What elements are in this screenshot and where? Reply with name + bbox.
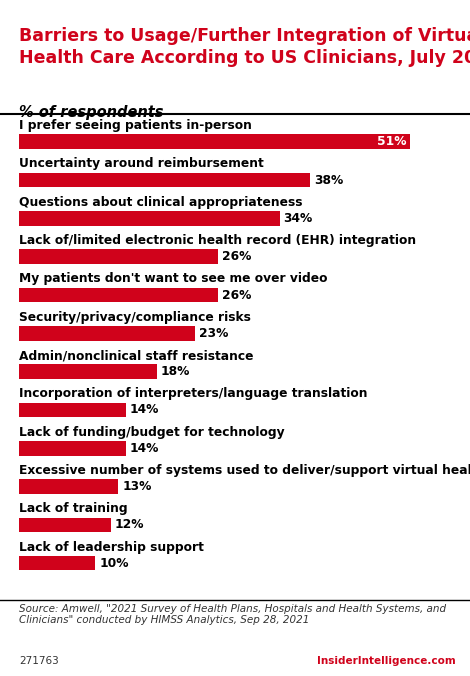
- Text: I prefer seeing patients in-person: I prefer seeing patients in-person: [19, 119, 251, 132]
- Bar: [19, 326, 195, 341]
- Bar: [19, 249, 218, 264]
- Bar: [19, 403, 126, 417]
- Bar: [19, 135, 410, 149]
- Text: 26%: 26%: [222, 250, 251, 263]
- Text: 13%: 13%: [122, 480, 152, 493]
- Text: 18%: 18%: [161, 365, 190, 378]
- Text: Source: Amwell, "2021 Survey of Health Plans, Hospitals and Health Systems, and
: Source: Amwell, "2021 Survey of Health P…: [19, 604, 446, 625]
- Text: Uncertainty around reimbursement: Uncertainty around reimbursement: [19, 158, 264, 170]
- Bar: [19, 556, 95, 571]
- Bar: [19, 518, 111, 532]
- Bar: [19, 479, 118, 494]
- Text: Admin/nonclinical staff resistance: Admin/nonclinical staff resistance: [19, 349, 253, 362]
- Bar: [19, 173, 310, 187]
- Text: 10%: 10%: [99, 557, 129, 570]
- Text: 14%: 14%: [130, 404, 159, 416]
- Text: Barriers to Usage/Further Integration of Virtual
Health Care According to US Cli: Barriers to Usage/Further Integration of…: [19, 27, 470, 67]
- Text: Security/privacy/compliance risks: Security/privacy/compliance risks: [19, 311, 251, 324]
- Bar: [19, 441, 126, 456]
- Text: My patients don't want to see me over video: My patients don't want to see me over vi…: [19, 272, 327, 285]
- Text: 26%: 26%: [222, 289, 251, 301]
- Text: % of respondents: % of respondents: [19, 105, 163, 120]
- Text: Lack of/limited electronic health record (EHR) integration: Lack of/limited electronic health record…: [19, 234, 416, 247]
- Text: 23%: 23%: [199, 327, 228, 340]
- Text: Questions about clinical appropriateness: Questions about clinical appropriateness: [19, 196, 302, 209]
- Text: Lack of funding/budget for technology: Lack of funding/budget for technology: [19, 426, 284, 439]
- Text: 51%: 51%: [376, 135, 406, 148]
- Text: 34%: 34%: [283, 212, 313, 225]
- Text: Incorporation of interpreters/language translation: Incorporation of interpreters/language t…: [19, 387, 367, 400]
- Bar: [19, 211, 280, 226]
- Text: 14%: 14%: [130, 442, 159, 455]
- Bar: [19, 288, 218, 302]
- Text: Lack of training: Lack of training: [19, 502, 127, 515]
- Text: 12%: 12%: [115, 518, 144, 531]
- Text: InsiderIntelligence.com: InsiderIntelligence.com: [317, 656, 456, 666]
- Text: 271763: 271763: [19, 656, 59, 666]
- Text: Lack of leadership support: Lack of leadership support: [19, 541, 204, 554]
- Text: Excessive number of systems used to deliver/support virtual health care: Excessive number of systems used to deli…: [19, 464, 470, 477]
- Bar: [19, 364, 157, 379]
- Text: 38%: 38%: [314, 174, 343, 187]
